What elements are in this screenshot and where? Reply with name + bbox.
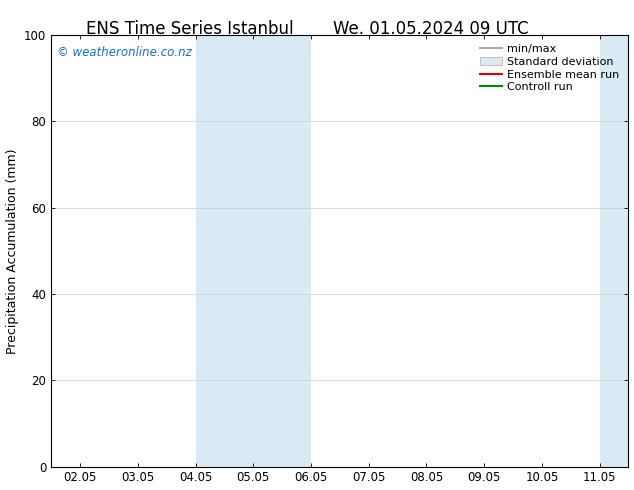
Text: We. 01.05.2024 09 UTC: We. 01.05.2024 09 UTC [333, 20, 529, 38]
Text: ENS Time Series Istanbul: ENS Time Series Istanbul [86, 20, 294, 38]
Bar [600, 35, 628, 466]
Y-axis label: Precipitation Accumulation (mm): Precipitation Accumulation (mm) [6, 148, 18, 354]
Legend: min/max, Standard deviation, Ensemble mean run, Controll run: min/max, Standard deviation, Ensemble me… [476, 41, 623, 96]
Bar [195, 35, 224, 466]
Bar [224, 35, 311, 466]
Text: © weatheronline.co.nz: © weatheronline.co.nz [57, 46, 191, 59]
